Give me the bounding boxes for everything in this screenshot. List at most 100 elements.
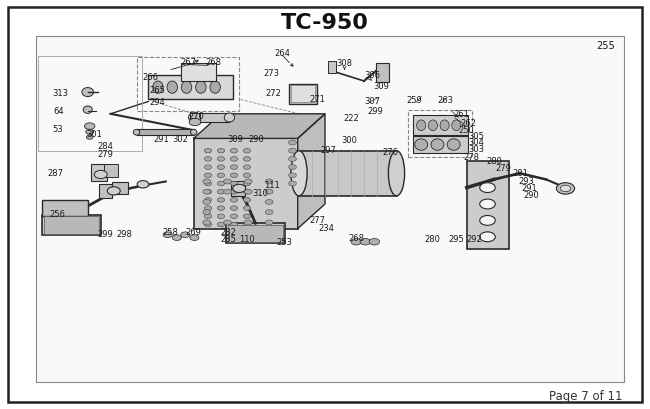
Circle shape — [204, 206, 211, 211]
Circle shape — [243, 149, 251, 153]
Circle shape — [265, 180, 273, 184]
Circle shape — [189, 119, 201, 126]
Text: 64: 64 — [53, 107, 64, 116]
Circle shape — [243, 182, 251, 186]
Text: 269: 269 — [186, 228, 202, 237]
Text: 265: 265 — [150, 85, 165, 94]
Text: 276: 276 — [382, 148, 398, 157]
Bar — [194, 114, 229, 123]
Text: 305: 305 — [468, 131, 484, 140]
Text: 268: 268 — [348, 234, 364, 243]
Ellipse shape — [224, 114, 235, 123]
Ellipse shape — [181, 82, 192, 94]
Circle shape — [243, 198, 251, 202]
Bar — [231, 182, 245, 196]
Circle shape — [243, 206, 251, 211]
Circle shape — [230, 206, 238, 211]
Ellipse shape — [210, 82, 220, 94]
Circle shape — [243, 173, 251, 178]
Bar — [44, 217, 99, 234]
Ellipse shape — [389, 151, 404, 196]
Circle shape — [204, 157, 211, 162]
Circle shape — [218, 182, 225, 186]
Bar — [136, 130, 194, 136]
Circle shape — [181, 232, 190, 238]
Text: 278: 278 — [463, 152, 479, 161]
Circle shape — [244, 190, 252, 195]
Circle shape — [560, 186, 571, 192]
Circle shape — [244, 180, 252, 184]
Text: 301: 301 — [86, 130, 102, 139]
Text: 284: 284 — [98, 142, 113, 151]
Text: 256: 256 — [49, 209, 65, 218]
Ellipse shape — [190, 130, 197, 136]
Text: 299: 299 — [368, 107, 384, 116]
Circle shape — [204, 173, 211, 178]
Bar — [42, 216, 101, 235]
Bar — [36, 37, 624, 382]
Circle shape — [480, 183, 495, 193]
Text: 295: 295 — [448, 235, 464, 244]
Text: 53: 53 — [52, 124, 62, 133]
Text: 272: 272 — [265, 88, 281, 97]
Text: 273: 273 — [264, 69, 280, 78]
Text: 264: 264 — [275, 49, 291, 58]
Bar — [190, 113, 200, 124]
Circle shape — [218, 190, 225, 195]
Circle shape — [230, 198, 238, 202]
Bar — [99, 184, 112, 198]
Circle shape — [230, 149, 238, 153]
Text: 281: 281 — [512, 168, 528, 177]
Ellipse shape — [82, 88, 94, 97]
Text: 294: 294 — [150, 98, 165, 107]
Circle shape — [218, 157, 225, 162]
Circle shape — [203, 180, 211, 184]
Bar — [328, 61, 336, 74]
Text: 299: 299 — [98, 230, 113, 239]
Bar — [181, 63, 216, 82]
Polygon shape — [298, 115, 325, 229]
Text: 261: 261 — [454, 110, 469, 119]
Text: 298: 298 — [117, 230, 133, 239]
Text: 259: 259 — [407, 95, 422, 104]
Circle shape — [107, 187, 120, 196]
Circle shape — [204, 198, 211, 202]
Ellipse shape — [452, 121, 461, 131]
Circle shape — [244, 220, 252, 225]
Circle shape — [86, 130, 94, 135]
Text: 304: 304 — [468, 138, 484, 147]
Circle shape — [289, 165, 296, 170]
Circle shape — [289, 173, 296, 178]
Circle shape — [204, 190, 211, 195]
Ellipse shape — [291, 151, 307, 196]
Text: 291: 291 — [522, 184, 538, 193]
Circle shape — [204, 166, 211, 170]
Text: 292: 292 — [467, 235, 482, 244]
Bar — [42, 200, 88, 217]
Text: 262: 262 — [460, 118, 476, 127]
Circle shape — [480, 232, 495, 242]
Bar — [112, 183, 128, 194]
Text: 302: 302 — [173, 135, 188, 144]
Text: 279: 279 — [98, 150, 113, 159]
Circle shape — [233, 185, 246, 193]
Circle shape — [230, 157, 238, 162]
Circle shape — [480, 216, 495, 226]
Text: 308: 308 — [337, 59, 352, 68]
Circle shape — [204, 214, 211, 219]
Circle shape — [203, 210, 211, 215]
Circle shape — [190, 235, 199, 241]
Text: 290: 290 — [524, 191, 539, 200]
Text: 309: 309 — [227, 135, 243, 144]
Text: 271: 271 — [309, 94, 325, 103]
Circle shape — [203, 190, 211, 195]
Circle shape — [218, 149, 225, 153]
Text: 234: 234 — [318, 223, 334, 232]
Ellipse shape — [167, 82, 177, 94]
Circle shape — [218, 214, 225, 219]
Bar — [104, 165, 118, 178]
Text: 258: 258 — [162, 228, 178, 237]
Ellipse shape — [431, 139, 444, 151]
Circle shape — [218, 222, 225, 227]
Circle shape — [480, 200, 495, 209]
